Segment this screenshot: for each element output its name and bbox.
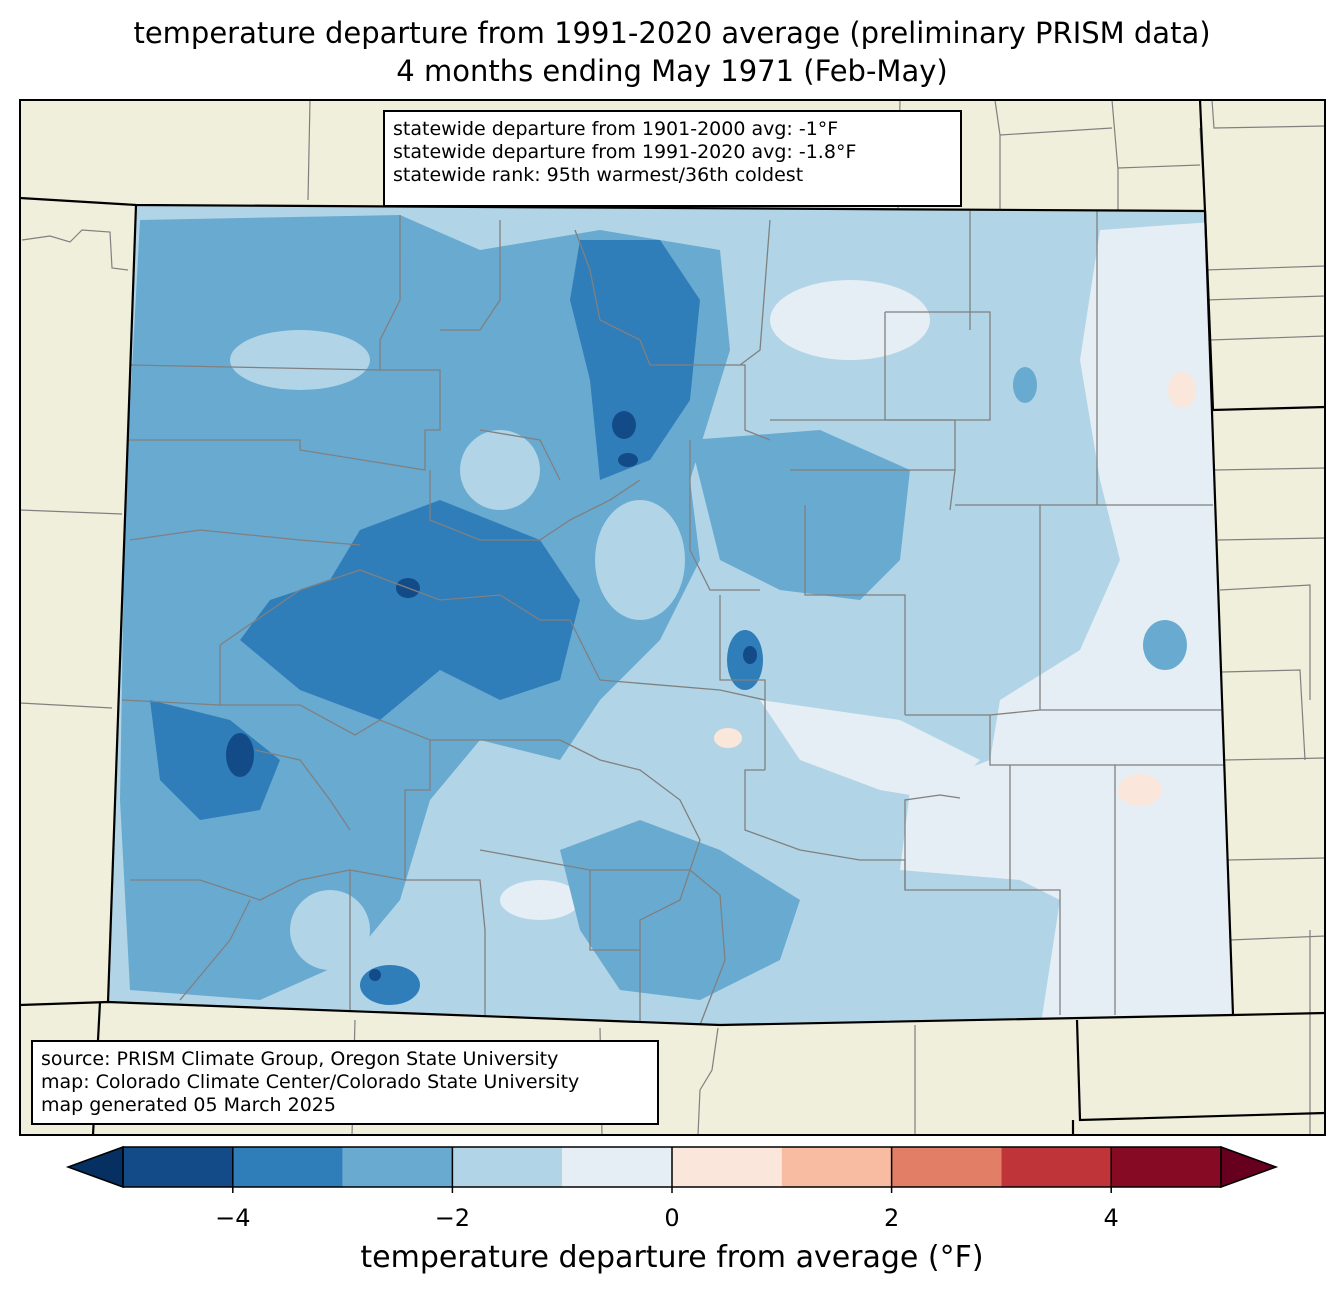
map-credit-line: map: Colorado Climate Center/Colorado St… bbox=[41, 1071, 580, 1093]
colorbar-tick-label: −4 bbox=[215, 1204, 251, 1232]
stat-departure-1901-2000: statewide departure from 1901-2000 avg: … bbox=[393, 118, 839, 140]
temperature-contours bbox=[108, 205, 1233, 1025]
map-subtitle: 4 months ending May 1971 (Feb-May) bbox=[396, 54, 948, 88]
colorbar-tick-label: −2 bbox=[434, 1204, 471, 1232]
colorbar-segments bbox=[123, 1147, 1221, 1187]
colorbar-tick-label: 2 bbox=[883, 1204, 900, 1232]
colorbar-bin bbox=[781, 1147, 892, 1187]
colorbar-label: temperature departure from average (°F) bbox=[360, 1240, 984, 1275]
colorbar-bin bbox=[1001, 1147, 1112, 1187]
colorbar bbox=[65, 1145, 1279, 1193]
map-title: temperature departure from 1991-2020 ave… bbox=[133, 16, 1211, 50]
generated-date-line: map generated 05 March 2025 bbox=[41, 1094, 336, 1116]
colorbar-under-arrow bbox=[65, 1145, 124, 1189]
statewide-stats-box: statewide departure from 1901-2000 avg: … bbox=[383, 110, 962, 207]
stat-rank: statewide rank: 95th warmest/36th coldes… bbox=[393, 164, 804, 186]
stat-departure-1991-2020: statewide departure from 1991-2020 avg: … bbox=[393, 141, 857, 163]
map-frame bbox=[19, 99, 1326, 1136]
colorbar-bin bbox=[672, 1147, 782, 1187]
source-line: source: PRISM Climate Group, Oregon Stat… bbox=[41, 1048, 559, 1070]
source-credit-box: source: PRISM Climate Group, Oregon Stat… bbox=[31, 1040, 659, 1125]
colorbar-bin bbox=[891, 1147, 1002, 1187]
colorbar-bin bbox=[123, 1147, 233, 1187]
colorbar-ticks bbox=[232, 1147, 1112, 1193]
colorbar-bin bbox=[562, 1147, 672, 1187]
colorbar-bin bbox=[232, 1147, 343, 1187]
colorbar-over-arrow bbox=[1220, 1145, 1279, 1189]
colorbar-bin bbox=[342, 1147, 453, 1187]
colorado-county-lines bbox=[121, 211, 1230, 1025]
colorbar-tick-label: 4 bbox=[1103, 1204, 1119, 1232]
colorbar-bin bbox=[452, 1147, 563, 1187]
colorbar-tick-label: 0 bbox=[664, 1204, 680, 1232]
neighbor-county-lines bbox=[20, 100, 1325, 1135]
colorbar-bin bbox=[1111, 1147, 1221, 1187]
